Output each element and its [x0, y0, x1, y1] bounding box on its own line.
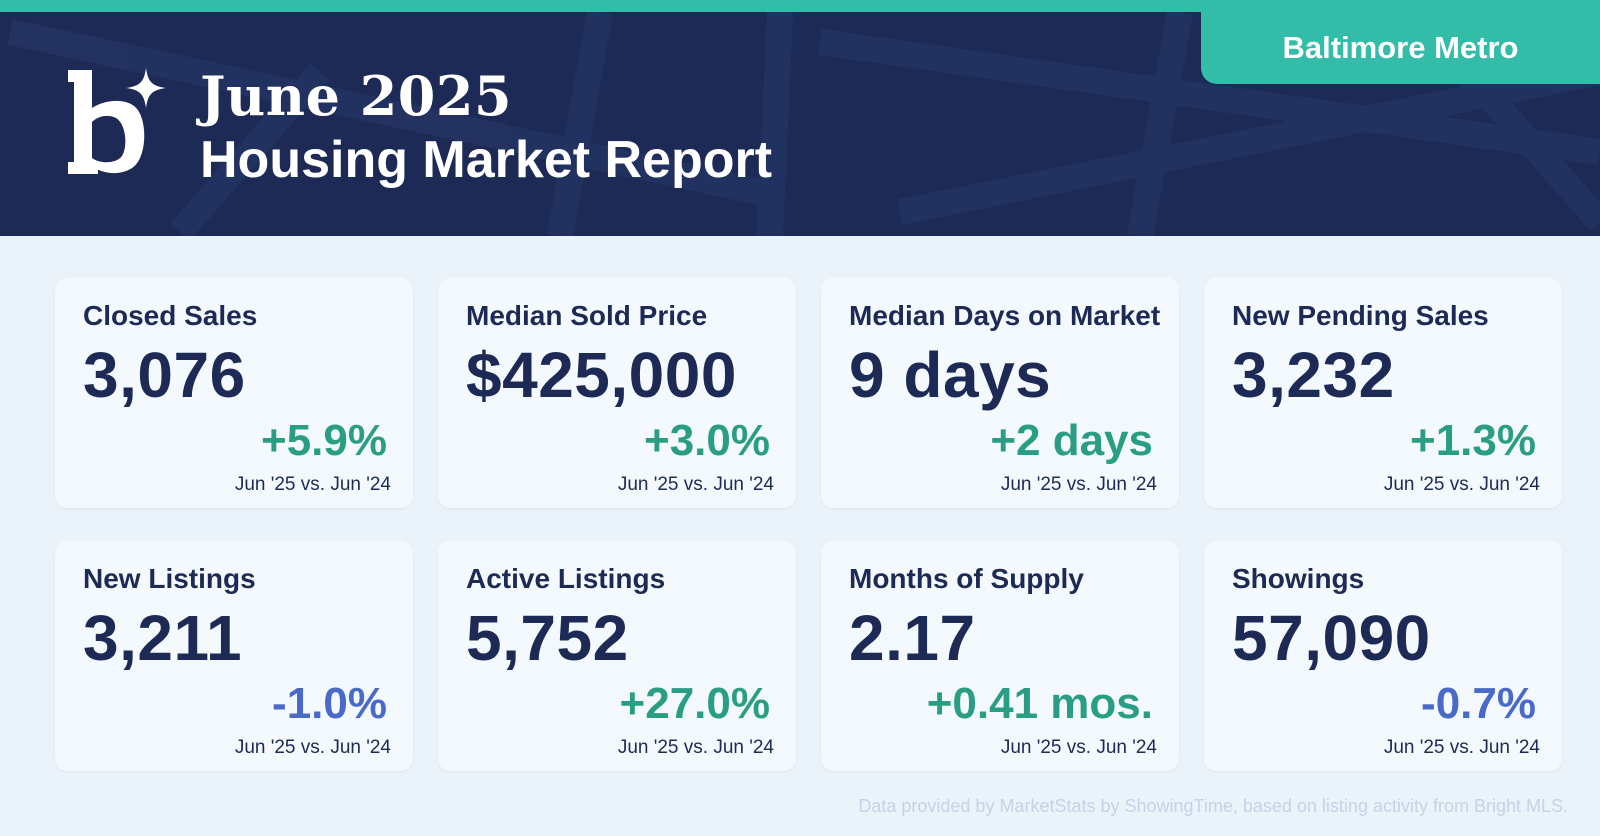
stat-change: +2 days	[990, 416, 1153, 465]
region-badge: Baltimore Metro	[1201, 12, 1600, 84]
stat-period: Jun '25 vs. Jun '24	[617, 474, 774, 495]
stat-period: Jun '25 vs. Jun '24	[1383, 737, 1540, 758]
stat-label: Active Listings	[466, 563, 666, 594]
stat-label: Showings	[1232, 563, 1365, 594]
stat-card-showings: Showings 57,090 -0.7% Jun '25 vs. Jun '2…	[1204, 541, 1562, 771]
stat-value: 57,090	[1232, 602, 1431, 674]
stat-value: 3,232	[1232, 339, 1395, 411]
stat-card-median-sold-price: Median Sold Price $425,000 +3.0% Jun '25…	[438, 278, 796, 508]
stat-value: 3,211	[83, 602, 243, 674]
stat-value: 5,752	[466, 602, 629, 674]
stat-value: $425,000	[466, 339, 737, 411]
stat-change: +1.3%	[1410, 416, 1536, 465]
stat-label: New Pending Sales	[1232, 300, 1489, 331]
data-source-footnote: Data provided by MarketStats by ShowingT…	[858, 796, 1568, 816]
stat-period: Jun '25 vs. Jun '24	[234, 737, 391, 758]
report-title: Housing Market Report	[200, 131, 773, 189]
stat-label: Median Sold Price	[466, 300, 708, 331]
stat-change: -0.7%	[1421, 679, 1536, 728]
stat-period: Jun '25 vs. Jun '24	[617, 737, 774, 758]
stat-label: Median Days on Market	[849, 300, 1161, 331]
stat-label: Months of Supply	[849, 563, 1084, 594]
stat-change: +27.0%	[619, 679, 770, 728]
stat-change: +0.41 mos.	[926, 679, 1153, 728]
stat-card-new-pending-sales: New Pending Sales 3,232 +1.3% Jun '25 vs…	[1204, 278, 1562, 508]
bright-logo-icon	[68, 68, 166, 174]
stat-period: Jun '25 vs. Jun '24	[1000, 737, 1157, 758]
stat-card-active-listings: Active Listings 5,752 +27.0% Jun '25 vs.…	[438, 541, 796, 771]
top-accent-stripe	[0, 0, 1600, 12]
stat-value: 3,076	[83, 339, 246, 411]
stat-label: New Listings	[83, 563, 256, 594]
stat-change: +5.9%	[261, 416, 387, 465]
stat-period: Jun '25 vs. Jun '24	[1383, 474, 1540, 495]
stat-card-closed-sales: Closed Sales 3,076 +5.9% Jun '25 vs. Jun…	[55, 278, 413, 508]
stat-period: Jun '25 vs. Jun '24	[234, 474, 391, 495]
stat-card-new-listings: New Listings 3,211 -1.0% Jun '25 vs. Jun…	[55, 541, 413, 771]
stat-card-median-days-on-market: Median Days on Market 9 days +2 days Jun…	[821, 278, 1179, 508]
stat-change: +3.0%	[644, 416, 770, 465]
stat-change: -1.0%	[272, 679, 387, 728]
stat-card-months-of-supply: Months of Supply 2.17 +0.41 mos. Jun '25…	[821, 541, 1179, 771]
report-month: June 2025	[200, 64, 513, 128]
stat-label: Closed Sales	[83, 300, 258, 331]
stat-value: 9 days	[849, 339, 1052, 411]
stat-value: 2.17	[849, 602, 976, 674]
stat-period: Jun '25 vs. Jun '24	[1000, 474, 1157, 495]
